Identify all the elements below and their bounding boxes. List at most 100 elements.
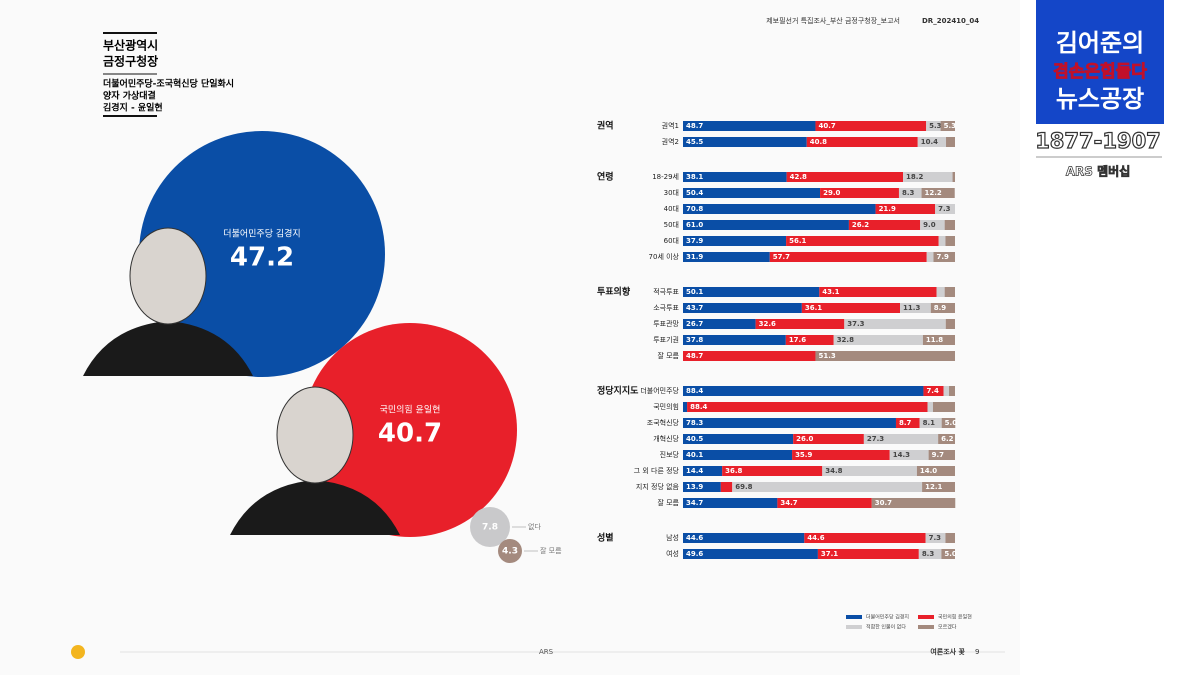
bar-segment	[683, 450, 793, 460]
bar-segment	[844, 319, 946, 329]
value-label: 8.3	[922, 550, 935, 558]
bar-segment	[949, 386, 955, 396]
row-label: 남성	[666, 533, 679, 542]
row-label: 18-29세	[652, 172, 679, 181]
bar-segment	[944, 287, 955, 297]
bar-segment	[945, 236, 955, 246]
overlay-line2: 겸손은힘들다	[1053, 61, 1147, 82]
bar-segment	[792, 450, 890, 460]
bar-segment	[683, 466, 723, 476]
value-label: 78.3	[686, 419, 703, 427]
portrait	[276, 386, 354, 484]
row-label: 지지 정당 없음	[636, 482, 680, 491]
overlay-logo	[1036, 0, 1164, 124]
bar-segment	[817, 549, 919, 559]
value-label: 50.4	[686, 189, 703, 197]
bar-segment	[683, 319, 756, 329]
bar-segment	[683, 303, 802, 313]
bubble-name: 더불어민주당 김경지	[223, 228, 300, 240]
bar-segment	[916, 466, 955, 476]
report-code: DR_202410_04	[922, 17, 979, 25]
bar-segment	[806, 137, 918, 147]
bar-segment	[918, 549, 942, 559]
bar-segment	[683, 549, 818, 559]
bar-segment	[875, 204, 936, 214]
bar-segment	[946, 137, 955, 147]
value-label: 26.7	[686, 320, 703, 328]
bar-segment	[683, 498, 778, 508]
value-label: 70.8	[686, 205, 703, 213]
row-label: 30대	[664, 189, 679, 197]
legend-swatch	[918, 615, 934, 619]
legend-swatch	[918, 625, 934, 629]
value-label: 32.6	[759, 320, 776, 328]
bar-segment	[815, 121, 927, 131]
row-label: 진보당	[660, 450, 680, 459]
value-label: 10.4	[921, 138, 938, 146]
logo	[71, 645, 85, 659]
value-label: 9.7	[932, 451, 945, 459]
value-label: 51.3	[818, 352, 835, 360]
value-label: 88.4	[686, 387, 703, 395]
portrait	[129, 227, 207, 325]
value-label: 6.2	[941, 435, 954, 443]
value-label: 14.0	[920, 467, 937, 475]
value-label: 40.5	[686, 435, 703, 443]
bar-segment	[940, 121, 955, 131]
bar-segment	[683, 236, 787, 246]
value-label: 14.3	[893, 451, 910, 459]
bar-segment	[683, 434, 794, 444]
row-label: 60대	[664, 237, 679, 245]
row-label: 투표기권	[653, 335, 679, 344]
group-label: 투표의향	[597, 286, 631, 298]
office: 금정구청장	[103, 54, 158, 69]
names: 김경지 - 윤일현	[103, 102, 163, 114]
value-label: 37.8	[686, 336, 703, 344]
value-label: 21.9	[879, 205, 896, 213]
bar-segment	[922, 335, 955, 345]
bar-segment	[683, 220, 849, 230]
bar-segment	[863, 434, 939, 444]
bar-segment	[683, 351, 816, 361]
value-label: 12.1	[925, 483, 942, 491]
value-label: 5.3	[929, 122, 942, 130]
bar-segment	[683, 402, 688, 412]
value-label: 50.1	[686, 288, 703, 296]
bubble-value: 4.3	[502, 547, 518, 557]
overlay-phone: 1877-1907	[1035, 129, 1161, 153]
value-label: 11.8	[926, 336, 943, 344]
bar-segment	[804, 533, 926, 543]
row-label: 40대	[664, 205, 679, 213]
bar-segment	[720, 482, 733, 492]
bar-segment	[683, 121, 816, 131]
value-label: 38.1	[686, 173, 703, 181]
row-label: 여성	[666, 549, 679, 558]
value-label: 8.7	[899, 419, 912, 427]
bar-segment	[941, 418, 956, 428]
value-label: 37.1	[821, 550, 838, 558]
value-label: 36.1	[805, 304, 822, 312]
region: 부산광역시	[103, 38, 158, 53]
row-label: 적극투표	[653, 287, 679, 296]
row-label: 그 외 다른 정당	[634, 466, 680, 475]
value-label: 32.8	[837, 336, 854, 344]
bubble-name: 없다	[528, 522, 541, 531]
bar-segment	[944, 220, 955, 230]
bar-segment	[928, 450, 955, 460]
bar-segment	[945, 533, 955, 543]
bar-segment	[933, 252, 955, 262]
value-label: 88.4	[690, 403, 707, 411]
value-label: 31.9	[686, 253, 703, 261]
value-label: 26.2	[852, 221, 869, 229]
bubble	[303, 323, 517, 537]
row-label: 투표관망	[653, 319, 679, 328]
bar-segment	[786, 172, 904, 182]
bar-segment	[683, 204, 876, 214]
report-title: 제보필선거 특집조사_부산 금정구청장_보고서	[766, 16, 900, 25]
value-label: 17.6	[789, 336, 806, 344]
bar-segment	[925, 533, 946, 543]
bar-segment	[769, 252, 927, 262]
legend-label: 모르겠다	[938, 624, 957, 631]
overlay-line3: 뉴스공장	[1056, 85, 1144, 113]
value-label: 48.7	[686, 122, 703, 130]
